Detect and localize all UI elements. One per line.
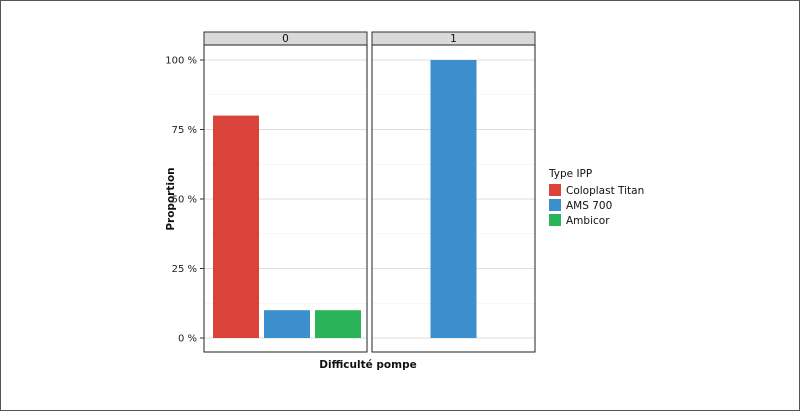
facet-strip-label: 1 [450,33,457,45]
y-tick-label: 0 % [178,334,197,345]
y-tick-label: 25 % [172,264,197,275]
panel-0: 0 [203,31,368,353]
legend-items: Coloplast Titan AMS 700 Ambicor [549,184,644,227]
y-axis-title: Proportion [165,167,177,230]
legend-swatch [549,184,561,196]
legend-item-label: AMS 700 [566,200,612,212]
legend-swatch [549,199,561,211]
bar-ambicor [315,310,361,338]
legend: Type IPP Coloplast Titan AMS 700 Ambicor [548,168,644,227]
y-tick-label: 100 % [165,56,197,67]
bar-coloplast-titan [213,115,259,338]
panel-border [371,44,536,353]
bar-ams-700 [430,60,477,338]
y-tick-label: 75 % [172,125,197,136]
legend-swatch [549,214,561,226]
panel-1: 1 [371,31,536,353]
y-tick-label: 50 % [172,195,197,206]
facet-strip-label: 0 [282,33,289,45]
x-axis-title: Difficulté pompe [319,359,416,371]
legend-item-label: Coloplast Titan [566,185,644,197]
legend-item-label: Ambicor [566,215,610,227]
bar-ams-700 [264,310,310,338]
legend-title: Type IPP [548,168,592,180]
y-axis: 0 % 25 % 50 % 75 % 100 % [165,56,204,345]
